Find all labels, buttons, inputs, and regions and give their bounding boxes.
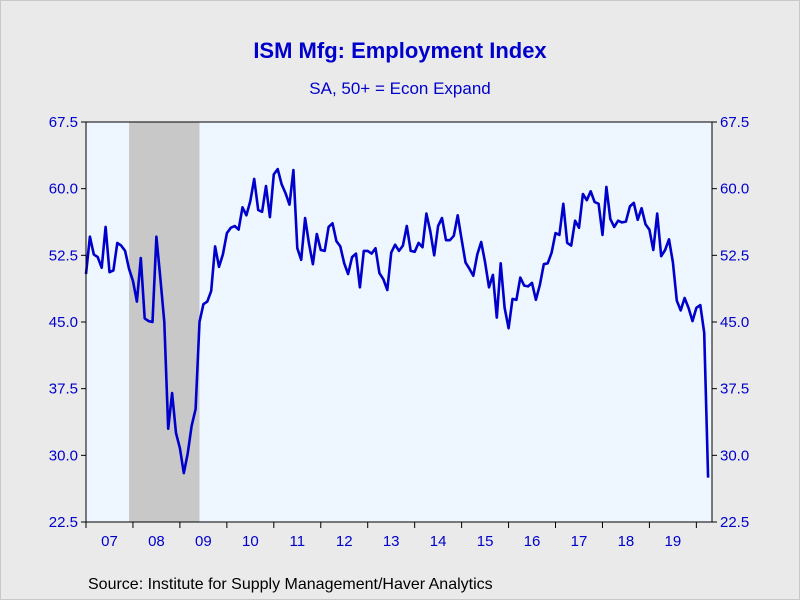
x-tick-label: 19	[665, 533, 682, 550]
x-tick-label: 14	[430, 533, 447, 550]
series-line	[84, 167, 710, 478]
x-axis: 07 08 09 10 11 12 13 14 15 16 17 18 19	[85, 522, 697, 550]
y-axis-left: 67.5 60.0 52.5 45.0 37.5 30.0 22.5	[49, 114, 86, 531]
source-note: Source: Institute for Supply Management/…	[88, 576, 493, 593]
x-tick-label: 17	[571, 533, 588, 550]
x-tick-label: 18	[618, 533, 635, 550]
y-tick-label-left: 22.5	[49, 514, 78, 531]
x-tick-label: 12	[336, 533, 353, 550]
y-tick-label-left: 60.0	[49, 181, 78, 198]
y-tick-label-left: 45.0	[49, 314, 78, 331]
x-tick-label: 07	[101, 533, 118, 550]
x-tick-label: 10	[242, 533, 259, 550]
series-layer	[84, 167, 710, 478]
y-tick-label-right: 22.5	[720, 514, 749, 531]
y-tick-label-right: 60.0	[720, 181, 749, 198]
x-tick-label: 15	[477, 533, 494, 550]
x-tick-label: 08	[148, 533, 165, 550]
x-tick-label: 16	[524, 533, 541, 550]
y-axis-right: 67.5 60.0 52.5 45.0 37.5 30.0 22.5	[712, 114, 749, 531]
y-tick-label-left: 67.5	[49, 114, 78, 131]
y-tick-label-right: 30.0	[720, 447, 749, 464]
y-tick-label-right: 45.0	[720, 314, 749, 331]
x-tick-label: 13	[383, 533, 400, 550]
chart-subtitle: SA, 50+ = Econ Expand	[309, 79, 491, 98]
chart-title: ISM Mfg: Employment Index	[253, 38, 547, 63]
y-tick-label-right: 52.5	[720, 247, 749, 264]
x-tick-label: 09	[195, 533, 212, 550]
y-tick-label-left: 52.5	[49, 247, 78, 264]
y-tick-label-right: 67.5	[720, 114, 749, 131]
y-tick-label-left: 37.5	[49, 381, 78, 398]
y-tick-label-left: 30.0	[49, 447, 78, 464]
y-tick-label-right: 37.5	[720, 381, 749, 398]
x-tick-label: 11	[289, 533, 305, 550]
